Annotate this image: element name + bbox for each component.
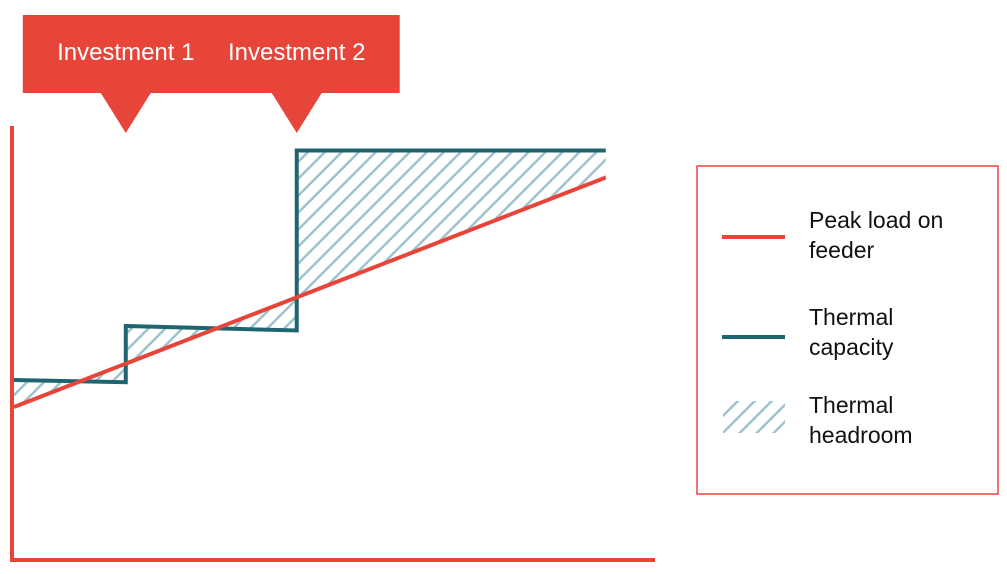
legend-swatch-thermal-headroom bbox=[723, 401, 785, 433]
thermal-headroom-area bbox=[14, 150, 606, 407]
series bbox=[13, 148, 607, 409]
callout-investment-1: Investment 1 bbox=[22, 15, 229, 133]
legend-label-thermal-capacity: Thermal capacity bbox=[809, 304, 894, 360]
callout-shape bbox=[22, 15, 229, 133]
callout-label: Investment 1 bbox=[57, 39, 194, 66]
x-tick-label: 2030 bbox=[264, 571, 315, 574]
callout-investment-2: Investment 2 bbox=[193, 15, 400, 133]
legend-label-peak-load: Peak load on feeder bbox=[809, 207, 943, 263]
legend: Peak load on feeder Thermal capacity Therm… bbox=[696, 165, 999, 495]
callout-shape bbox=[193, 15, 400, 133]
x-tick-label: 2050 bbox=[527, 571, 578, 574]
legend-box bbox=[696, 165, 999, 495]
x-tick-label: 2010 bbox=[1, 571, 52, 574]
callout-label: Investment 2 bbox=[228, 39, 365, 66]
investment-callouts: Investment 1 Investment 2 bbox=[22, 15, 400, 133]
plot-area bbox=[14, 150, 606, 407]
x-tick-label: 2040 bbox=[396, 571, 447, 574]
thermal-capacity-line bbox=[13, 148, 606, 385]
legend-label-thermal-headroom: Thermal headroom bbox=[809, 392, 913, 448]
axes: 2010 2020 2030 2040 2050 bbox=[1, 126, 655, 574]
peak-load-line bbox=[13, 175, 607, 409]
x-tick-label: 2020 bbox=[133, 571, 184, 574]
